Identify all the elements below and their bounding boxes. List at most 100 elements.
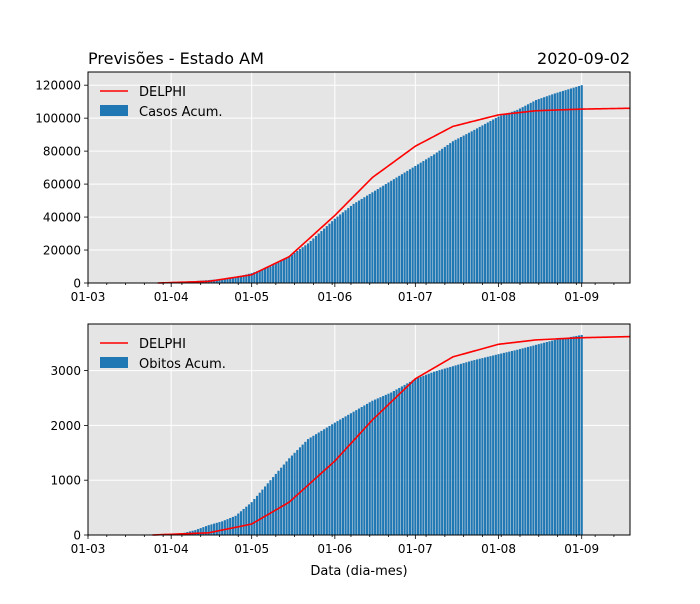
bar — [342, 212, 344, 283]
bar — [463, 136, 465, 283]
bar — [554, 93, 556, 283]
bar — [248, 504, 250, 535]
bar — [511, 351, 513, 535]
bar — [331, 221, 333, 283]
bar — [361, 407, 363, 535]
bar — [473, 130, 475, 283]
y-tick-label: 20000 — [43, 244, 81, 258]
bar — [559, 339, 561, 535]
y-tick-label: 3000 — [50, 364, 81, 378]
bar — [535, 100, 537, 283]
bar — [288, 257, 290, 283]
x-tick-label: 01-08 — [481, 290, 516, 304]
bar — [328, 224, 330, 283]
bar — [565, 338, 567, 535]
x-tick-label: 01-09 — [564, 290, 599, 304]
bar — [446, 368, 448, 535]
bar — [334, 219, 336, 283]
bar — [197, 529, 199, 535]
bar — [484, 357, 486, 535]
x-tick-label: 01-07 — [398, 542, 433, 556]
bar — [433, 372, 435, 535]
x-tick-label: 01-05 — [234, 542, 269, 556]
y-tick-label: 0 — [73, 277, 81, 291]
bar — [267, 483, 269, 535]
bar — [425, 375, 427, 535]
bar — [420, 163, 422, 283]
bar — [554, 340, 556, 535]
x-tick-label: 01-06 — [317, 290, 352, 304]
bar — [570, 88, 572, 283]
x-tick-label: 01-05 — [234, 290, 269, 304]
bar — [285, 258, 287, 283]
bar — [532, 101, 534, 283]
bar — [382, 186, 384, 283]
bar — [229, 518, 231, 535]
bar — [433, 154, 435, 283]
chart-date: 2020-09-02 — [537, 49, 630, 68]
y-tick-label: 0 — [73, 529, 81, 543]
legend-label-delphi: DELPHI — [139, 337, 186, 352]
bar — [269, 267, 271, 283]
bar — [484, 124, 486, 283]
bar — [382, 396, 384, 535]
bar — [310, 437, 312, 535]
bar — [371, 192, 373, 283]
bar — [307, 243, 309, 283]
bar — [487, 122, 489, 283]
bar — [514, 111, 516, 283]
bar — [304, 245, 306, 283]
bar — [272, 265, 274, 283]
bar — [404, 385, 406, 535]
bar — [275, 474, 277, 535]
bar — [369, 194, 371, 283]
bar — [535, 345, 537, 535]
y-tick-label: 60000 — [43, 178, 81, 192]
y-tick-label: 120000 — [35, 79, 81, 93]
bar — [519, 349, 521, 535]
bar — [503, 115, 505, 283]
bar — [578, 86, 580, 283]
bar — [269, 480, 271, 535]
y-tick-label: 1000 — [50, 474, 81, 488]
bar — [390, 181, 392, 283]
bar — [556, 93, 558, 283]
bar — [401, 386, 403, 535]
bar — [559, 92, 561, 283]
bar — [514, 350, 516, 535]
bar — [452, 366, 454, 535]
bar — [387, 182, 389, 283]
bar — [481, 125, 483, 283]
bar — [259, 270, 261, 283]
bar — [562, 91, 564, 283]
bar — [422, 161, 424, 283]
bar — [506, 114, 508, 283]
bar — [565, 90, 567, 283]
bar — [540, 98, 542, 283]
bar — [540, 343, 542, 535]
bar — [272, 477, 274, 535]
bar — [283, 259, 285, 283]
bar — [492, 355, 494, 535]
bar — [495, 118, 497, 283]
bar — [323, 229, 325, 283]
y-tick-label: 2000 — [50, 419, 81, 433]
x-tick-label: 01-07 — [398, 290, 433, 304]
x-tick-label: 01-03 — [71, 290, 106, 304]
bar — [446, 145, 448, 283]
bar — [210, 524, 212, 535]
bar — [401, 174, 403, 283]
bar — [393, 179, 395, 283]
bar — [363, 197, 365, 283]
bar — [355, 410, 357, 535]
bar — [455, 365, 457, 535]
bar — [417, 164, 419, 283]
bar — [409, 382, 411, 535]
bar — [283, 465, 285, 535]
bar — [363, 405, 365, 535]
bar — [487, 357, 489, 535]
bar — [548, 95, 550, 283]
bar — [527, 347, 529, 535]
